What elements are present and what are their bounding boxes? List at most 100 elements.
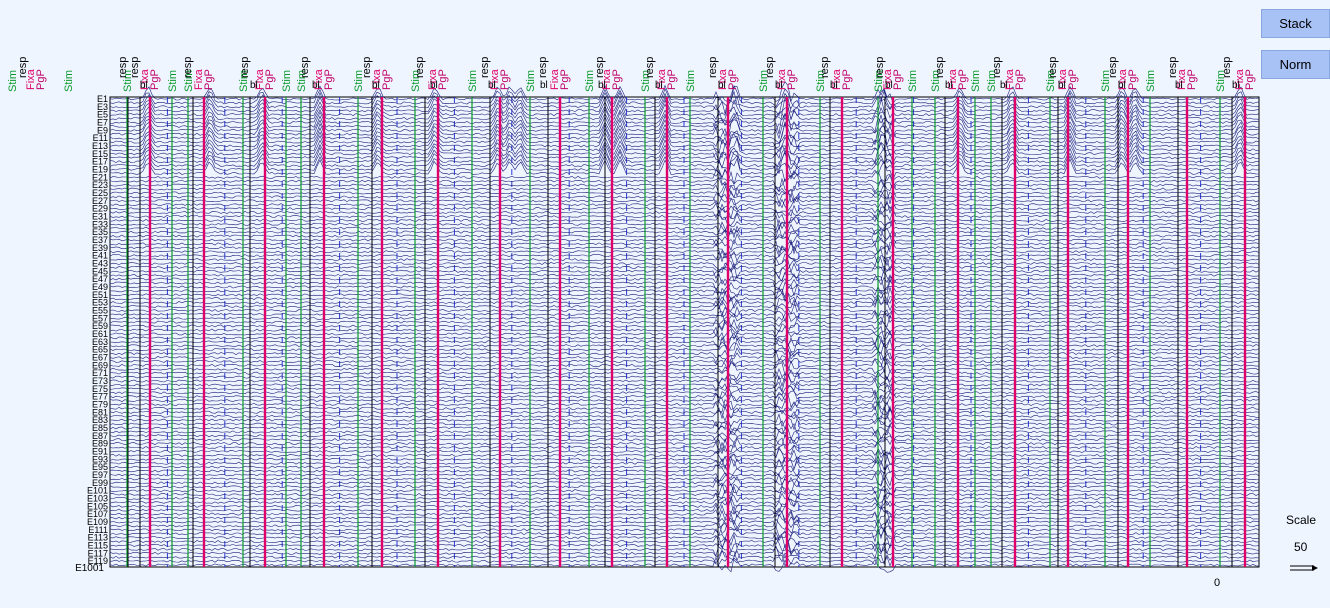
- block-label: bl: [430, 80, 438, 91]
- channel-label: E75: [92, 384, 108, 394]
- stim-marker-label: Stim: [1145, 70, 1157, 92]
- stim-marker-label: Stim: [281, 70, 293, 92]
- block-label: bl: [830, 80, 838, 91]
- fixa-marker-label: Fixa: [831, 68, 843, 90]
- channel-label: E79: [92, 400, 108, 410]
- pgp-marker-label: PgP: [264, 69, 276, 90]
- channel-label: E99: [92, 478, 108, 488]
- fixa-marker-label: Fixa: [549, 68, 561, 90]
- channel-label: E97: [92, 470, 108, 480]
- channel-label: E33: [92, 219, 108, 229]
- fixa-marker-label: Fixa: [254, 68, 266, 90]
- channel-label: E73: [92, 376, 108, 386]
- fixa-marker-label: Fixa: [1117, 68, 1129, 90]
- resp-marker-label: resp: [1221, 57, 1233, 78]
- channel-label: E45: [92, 266, 108, 276]
- resp-marker-label: resp: [117, 57, 129, 78]
- pgp-marker-label: PgP: [323, 69, 335, 90]
- channel-label: E41: [92, 251, 108, 261]
- block-label: bl: [1000, 80, 1008, 91]
- block-label: bl: [372, 80, 380, 91]
- resp-marker-label: resp: [299, 57, 311, 78]
- channel-label: E47: [92, 274, 108, 284]
- channel-label: E23: [92, 180, 108, 190]
- norm-button[interactable]: Norm: [1261, 50, 1330, 79]
- channel-label: E119: [88, 556, 108, 566]
- channel-label: E11: [93, 133, 108, 143]
- pgp-marker-label: PgP: [1014, 69, 1026, 90]
- fixa-marker-label: Fixa: [139, 68, 151, 90]
- resp-marker-label: resp: [874, 57, 886, 78]
- pgp-marker-label: PgP: [35, 69, 47, 90]
- channel-label-last: E1001: [75, 563, 104, 574]
- channel-trace: [109, 556, 1260, 573]
- fixa-marker-label: Fixa: [717, 68, 729, 90]
- resp-marker-label: resp: [1047, 57, 1059, 78]
- resp-marker-label: resp: [479, 57, 491, 78]
- fixa-marker-label: Fixa: [656, 68, 668, 90]
- resp-marker-label: resp: [1107, 57, 1119, 78]
- stim-marker-label: Stim: [167, 70, 179, 92]
- channel-label: E67: [92, 353, 108, 363]
- resp-marker-label: resp: [239, 57, 251, 78]
- block-label: bl: [140, 80, 148, 91]
- fixa-marker-label: Fixa: [25, 68, 37, 90]
- pgp-marker-label: PgP: [1186, 69, 1198, 90]
- channel-label: E111: [88, 525, 108, 535]
- block-label: bl: [1118, 80, 1126, 91]
- resp-marker-label: resp: [934, 57, 946, 78]
- channel-label: E95: [92, 462, 108, 472]
- channel-label: E39: [92, 243, 108, 253]
- channel-label: E5: [97, 110, 108, 120]
- resp-marker-label: resp: [17, 57, 29, 78]
- resp-marker-label: resp: [991, 57, 1003, 78]
- channel-label: E9: [97, 125, 108, 135]
- channel-label: E59: [92, 321, 108, 331]
- pgp-marker-label: PgP: [666, 69, 678, 90]
- block-label: bl: [1058, 80, 1066, 91]
- channel-label: E43: [92, 259, 108, 269]
- resp-marker-label: resp: [182, 57, 194, 78]
- block-label: bl: [540, 80, 548, 91]
- stim-marker-label: Stim: [238, 70, 250, 92]
- channel-label: E107: [87, 509, 108, 519]
- channel-label: E49: [92, 282, 108, 292]
- channel-label: E83: [92, 415, 108, 425]
- channel-label: E103: [87, 494, 108, 504]
- stack-button[interactable]: Stack: [1261, 9, 1330, 38]
- fixa-marker-label: Fixa: [371, 68, 383, 90]
- scale-value: 50: [1294, 540, 1308, 554]
- channel-label: E113: [88, 533, 108, 543]
- channel-label: E105: [87, 501, 108, 511]
- channel-label: E29: [92, 204, 108, 214]
- resp-marker-label: resp: [644, 57, 656, 78]
- pgp-marker-label: PgP: [727, 69, 739, 90]
- pgp-marker-label: PgP: [1244, 69, 1256, 90]
- channel-label: E51: [92, 290, 108, 300]
- channel-label: E7: [97, 118, 108, 128]
- channel-label: E77: [92, 392, 108, 402]
- channel-label: E117: [88, 548, 108, 558]
- resp-marker-label: resp: [414, 57, 426, 78]
- pgp-marker-label: PgP: [149, 69, 161, 90]
- block-label: bl: [488, 80, 496, 91]
- pgp-marker-label: PgP: [611, 69, 623, 90]
- scale-arrow-icon[interactable]: [1288, 563, 1320, 573]
- channel-label: E71: [92, 368, 108, 378]
- channel-label: E61: [92, 329, 108, 339]
- pgp-marker-label: PgP: [957, 69, 969, 90]
- channel-trace: [109, 393, 1260, 409]
- channel-label: E115: [88, 541, 108, 551]
- block-label: bl: [598, 80, 606, 91]
- resp-marker-label: resp: [1167, 57, 1179, 78]
- channel-label: E35: [92, 227, 108, 237]
- stim-marker-label: Stim: [758, 70, 770, 92]
- channel-label: E15: [92, 149, 108, 159]
- fixa-marker-label: Fixa: [882, 68, 894, 90]
- resp-marker-label: resp: [594, 57, 606, 78]
- block-label: bl: [718, 80, 726, 91]
- channel-trace: [109, 237, 1260, 252]
- fixa-marker-label: Fixa: [947, 68, 959, 90]
- channel-trace: [109, 536, 1260, 553]
- fixa-marker-label: Fixa: [1176, 68, 1188, 90]
